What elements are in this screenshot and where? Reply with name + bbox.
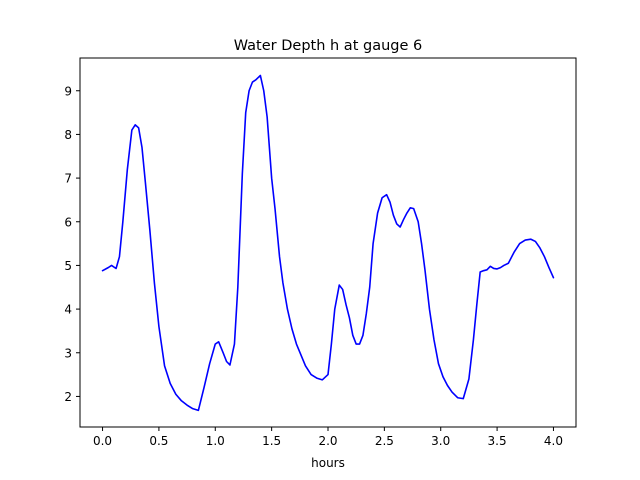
series-line-0 — [101, 74, 555, 412]
x-tick-label: 1.5 — [262, 434, 281, 448]
y-axis: 2 3 4 5 6 7 8 9 — [64, 84, 80, 404]
x-tick-label: 0.0 — [93, 434, 112, 448]
y-tick-label: 8 — [64, 128, 72, 142]
chart-title: Water Depth h at gauge 6 — [234, 38, 422, 54]
y-tick-label: 7 — [64, 172, 72, 186]
y-tick-label: 3 — [64, 346, 72, 360]
x-tick-label: 4.0 — [544, 434, 563, 448]
y-tick-label: 6 — [64, 215, 72, 229]
x-tick-label: 3.0 — [431, 434, 450, 448]
plot-area — [101, 74, 555, 412]
x-tick-label: 2.5 — [375, 434, 394, 448]
y-tick-label: 5 — [64, 259, 72, 273]
y-tick-label: 2 — [64, 390, 72, 404]
x-tick-label: 3.5 — [488, 434, 507, 448]
x-tick-label: 2.0 — [318, 434, 337, 448]
x-axis-label: hours — [311, 456, 345, 470]
y-tick-label: 4 — [64, 303, 72, 317]
y-tick-label: 9 — [64, 84, 72, 98]
x-axis: 0.0 0.5 1.0 1.5 2.0 2.5 3.0 3.5 4.0 — [93, 427, 563, 448]
x-tick-label: 0.5 — [149, 434, 168, 448]
x-tick-label: 1.0 — [206, 434, 225, 448]
